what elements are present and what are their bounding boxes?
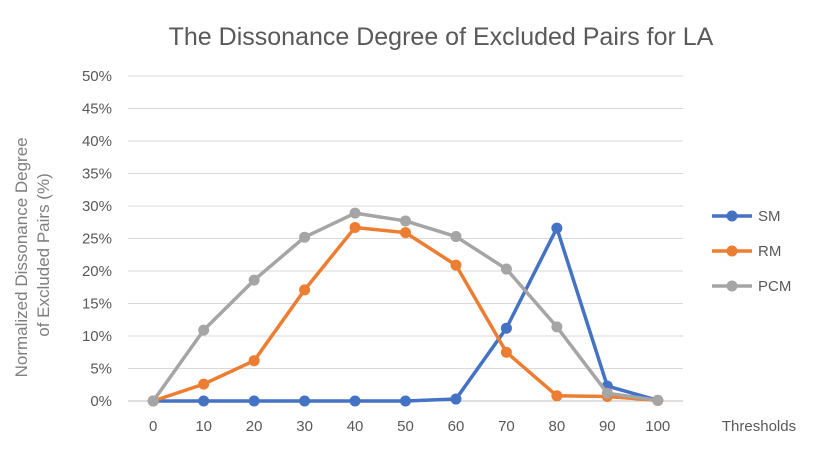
legend-label: PCM [758, 278, 791, 295]
y-tick-label: 15% [82, 296, 112, 313]
chart-title: The Dissonance Degree of Excluded Pairs … [169, 23, 714, 51]
data-point-pcm [601, 387, 613, 399]
x-tick-label: 30 [296, 418, 313, 435]
data-point-pcm [349, 207, 361, 219]
legend-item-rm: RM [712, 243, 781, 260]
legend-swatch-marker [726, 245, 738, 257]
x-tick-label: 80 [549, 418, 566, 435]
data-point-sm [551, 222, 563, 234]
data-point-sm [500, 322, 512, 334]
y-tick-label: 50% [82, 68, 112, 85]
y-axis-label-line-1: Normalized Dissonance Degree [12, 137, 31, 377]
series-layer [147, 207, 664, 407]
data-point-sm [198, 395, 210, 407]
y-tick-label: 5% [90, 361, 112, 378]
data-point-pcm [147, 395, 159, 407]
y-tick-label: 25% [82, 231, 112, 248]
y-tick-label: 20% [82, 263, 112, 280]
legend-swatch-marker [726, 280, 738, 292]
data-point-rm [551, 390, 563, 402]
data-point-pcm [551, 321, 563, 333]
x-tick-label: 50 [397, 418, 414, 435]
data-point-pcm [198, 324, 210, 336]
legend: SM RM PCM [712, 208, 791, 295]
y-axis-label: Normalized Dissonance Degree of Excluded… [12, 133, 53, 378]
x-tick-label: 100 [645, 418, 670, 435]
x-tick-label: 60 [448, 418, 465, 435]
data-point-rm [450, 259, 462, 271]
data-point-pcm [400, 215, 411, 227]
y-axis-label-line-2: of Excluded Pairs (%) [34, 173, 53, 336]
series-pcm [147, 207, 664, 407]
legend-label: SM [758, 208, 781, 225]
y-tick-labels: 0% 5% 10% 15% 20% 25% 30% 35% 40% 45% 50% [82, 68, 112, 410]
data-point-pcm [450, 231, 462, 243]
data-point-pcm [248, 274, 260, 286]
data-point-rm [349, 221, 361, 233]
legend-label: RM [758, 243, 781, 260]
y-tick-label: 10% [82, 328, 112, 345]
data-point-rm [299, 284, 311, 296]
x-tick-label: 40 [347, 418, 364, 435]
gridlines [128, 75, 683, 402]
legend-item-pcm: PCM [712, 278, 791, 295]
data-point-rm [400, 227, 411, 239]
x-axis-label: Thresholds [722, 418, 796, 435]
y-tick-label: 0% [90, 393, 112, 410]
data-point-rm [248, 355, 260, 367]
x-tick-label: 70 [498, 418, 515, 435]
data-point-sm [349, 395, 361, 407]
data-point-rm [500, 346, 512, 358]
data-point-pcm [500, 263, 512, 275]
x-tick-labels: 0 10 20 30 40 50 60 70 80 90 100 [149, 418, 670, 435]
y-tick-label: 40% [82, 133, 112, 150]
y-tick-label: 45% [82, 101, 112, 118]
x-tick-label: 10 [195, 418, 212, 435]
x-tick-label: 90 [599, 418, 616, 435]
data-point-sm [248, 395, 260, 407]
data-point-sm [400, 395, 411, 407]
legend-swatch-marker [726, 210, 738, 222]
x-tick-label: 0 [149, 418, 157, 435]
data-point-pcm [299, 231, 311, 243]
data-point-rm [198, 378, 210, 390]
y-tick-label: 30% [82, 198, 112, 215]
data-point-sm [299, 395, 311, 407]
x-tick-label: 20 [246, 418, 263, 435]
data-point-pcm [652, 394, 664, 406]
data-point-sm [450, 393, 462, 405]
y-tick-label: 35% [82, 166, 112, 183]
legend-item-sm: SM [712, 208, 781, 225]
